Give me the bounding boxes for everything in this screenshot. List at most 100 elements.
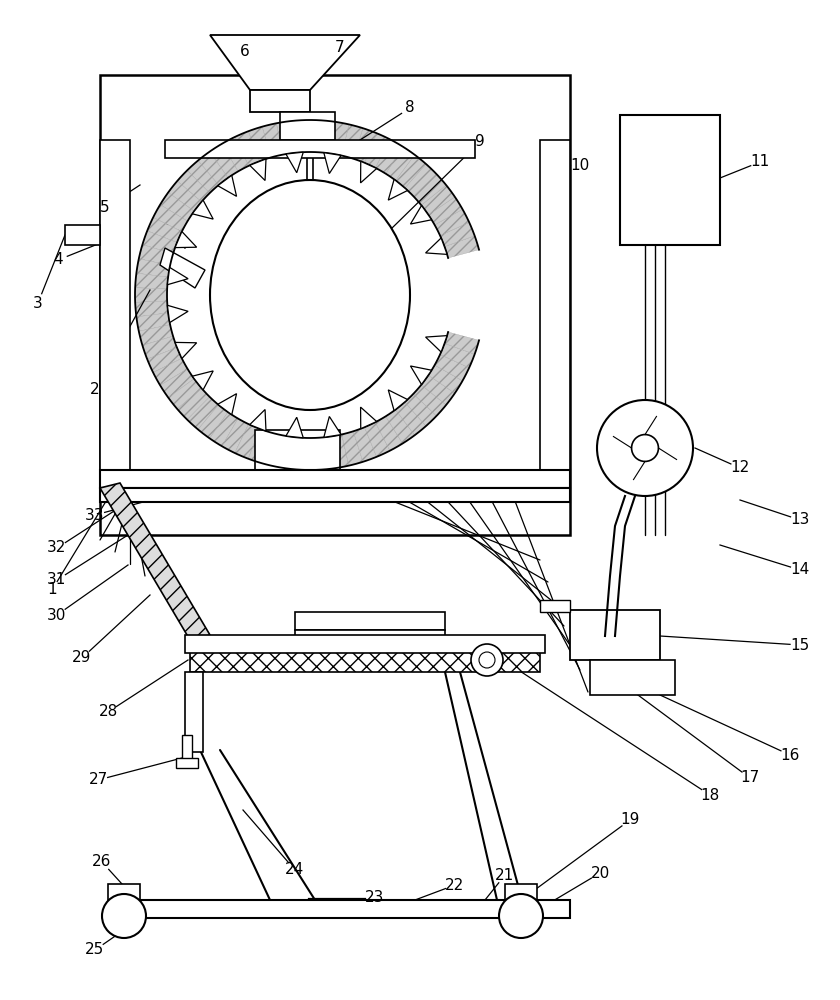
Polygon shape	[291, 120, 307, 153]
Circle shape	[632, 435, 659, 461]
Polygon shape	[147, 217, 181, 243]
Polygon shape	[411, 206, 432, 224]
Polygon shape	[330, 122, 349, 156]
Polygon shape	[210, 144, 238, 178]
Polygon shape	[324, 153, 341, 174]
Polygon shape	[222, 419, 249, 453]
Polygon shape	[306, 120, 320, 152]
Circle shape	[597, 400, 693, 496]
Polygon shape	[198, 152, 228, 185]
Polygon shape	[218, 394, 237, 415]
Polygon shape	[139, 245, 173, 265]
Bar	[505, 884, 537, 900]
Polygon shape	[192, 200, 213, 219]
Bar	[65, 225, 100, 245]
Polygon shape	[434, 354, 470, 381]
Polygon shape	[440, 343, 475, 368]
Text: 20: 20	[591, 865, 610, 880]
Polygon shape	[198, 405, 228, 438]
Polygon shape	[139, 325, 173, 345]
Bar	[540, 140, 570, 470]
Bar	[190, 650, 540, 672]
Polygon shape	[222, 137, 249, 171]
Polygon shape	[276, 435, 294, 469]
Bar	[130, 900, 570, 918]
Polygon shape	[153, 358, 187, 385]
Polygon shape	[388, 179, 407, 200]
Polygon shape	[413, 174, 446, 205]
Text: 29: 29	[72, 650, 92, 666]
Polygon shape	[147, 347, 181, 373]
Polygon shape	[276, 121, 294, 155]
Circle shape	[102, 894, 146, 938]
Polygon shape	[405, 164, 437, 196]
Text: 3: 3	[33, 296, 43, 310]
Polygon shape	[428, 197, 463, 225]
Polygon shape	[318, 120, 334, 153]
Bar	[185, 672, 203, 752]
Bar	[250, 90, 310, 112]
Polygon shape	[192, 371, 213, 390]
Polygon shape	[386, 147, 415, 180]
Bar	[100, 488, 570, 502]
Circle shape	[499, 894, 543, 938]
Polygon shape	[411, 366, 432, 384]
Polygon shape	[235, 131, 260, 166]
Polygon shape	[365, 422, 390, 457]
Polygon shape	[444, 332, 479, 354]
Text: 22: 22	[445, 878, 465, 892]
Bar	[280, 112, 335, 140]
Text: 8: 8	[405, 101, 415, 115]
Text: 9: 9	[475, 134, 485, 149]
Text: 12: 12	[730, 460, 749, 476]
Text: 31: 31	[47, 572, 66, 587]
Polygon shape	[136, 259, 171, 277]
Ellipse shape	[210, 180, 410, 410]
Polygon shape	[177, 388, 210, 420]
Text: 27: 27	[88, 772, 108, 788]
Polygon shape	[143, 336, 177, 359]
Polygon shape	[135, 288, 167, 302]
Text: 1: 1	[47, 582, 57, 597]
Polygon shape	[249, 429, 270, 463]
Bar	[100, 470, 570, 488]
Text: 16: 16	[780, 748, 800, 762]
Polygon shape	[177, 170, 210, 202]
Text: 32: 32	[47, 540, 66, 556]
Polygon shape	[422, 375, 454, 405]
Circle shape	[479, 652, 495, 668]
Polygon shape	[434, 209, 470, 236]
Polygon shape	[187, 397, 218, 429]
Polygon shape	[160, 192, 194, 221]
Text: 2: 2	[90, 382, 100, 397]
Polygon shape	[153, 205, 187, 232]
Polygon shape	[175, 342, 197, 358]
Polygon shape	[375, 139, 402, 174]
Polygon shape	[444, 236, 479, 258]
Bar	[182, 735, 192, 763]
Polygon shape	[396, 155, 426, 188]
Polygon shape	[136, 313, 171, 331]
Polygon shape	[143, 231, 177, 254]
Polygon shape	[235, 424, 260, 459]
Polygon shape	[306, 438, 320, 470]
Polygon shape	[375, 416, 402, 451]
Bar	[100, 140, 130, 470]
Polygon shape	[249, 127, 270, 161]
Polygon shape	[167, 267, 188, 285]
Polygon shape	[360, 407, 376, 429]
Polygon shape	[135, 273, 168, 289]
Text: 5: 5	[100, 200, 110, 216]
Polygon shape	[291, 437, 307, 470]
Polygon shape	[342, 124, 363, 159]
Polygon shape	[286, 417, 303, 438]
Polygon shape	[100, 483, 210, 640]
Bar	[176, 758, 198, 768]
Text: 11: 11	[750, 154, 769, 169]
Polygon shape	[405, 394, 437, 426]
Text: 7: 7	[335, 40, 344, 55]
Text: 19: 19	[620, 812, 640, 828]
Circle shape	[471, 644, 503, 676]
Polygon shape	[426, 238, 447, 254]
Text: 33: 33	[85, 508, 105, 522]
